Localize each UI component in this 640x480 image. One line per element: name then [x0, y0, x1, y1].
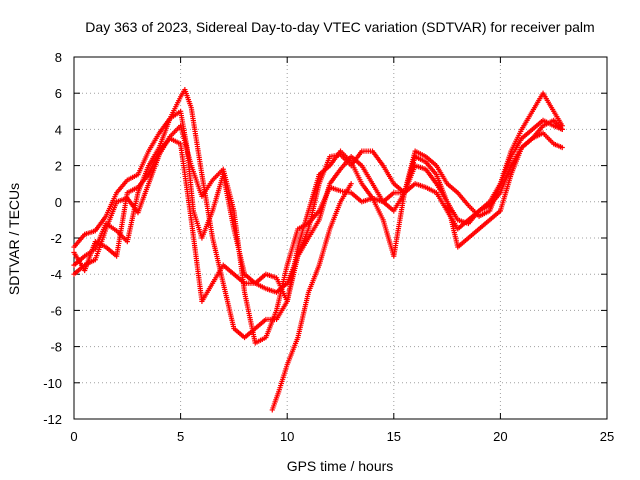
y-tick-label: 2 [55, 159, 62, 174]
y-axis-label: SDTVAR / TECUs [6, 183, 22, 295]
x-axis-label: GPS time / hours [287, 458, 394, 474]
x-axis: 0 5 10 15 20 25 [70, 57, 614, 444]
series-track-4 [71, 117, 565, 304]
data-point [559, 144, 565, 151]
y-tick-label: -4 [50, 267, 62, 282]
x-tick-label: 5 [177, 429, 184, 444]
y-tick-label: -6 [50, 303, 62, 318]
plot-frame [73, 56, 608, 420]
data-points [71, 86, 565, 413]
y-tick-label: -12 [43, 412, 62, 427]
chart-title: Day 363 of 2023, Sidereal Day-to-day VTE… [85, 19, 594, 35]
y-tick-label: 0 [55, 195, 62, 210]
series-track-5 [269, 181, 354, 413]
data-point [559, 126, 565, 132]
y-tick-label: 6 [55, 86, 62, 101]
data-point [348, 181, 354, 187]
y-tick-label: 4 [55, 122, 62, 137]
x-tick-label: 10 [280, 429, 294, 444]
series-track-2 [71, 86, 565, 341]
grid [74, 57, 607, 419]
x-tick-label: 25 [600, 429, 614, 444]
x-tick-label: 20 [493, 429, 507, 444]
y-tick-label: -8 [50, 340, 62, 355]
x-tick-label: 0 [70, 429, 77, 444]
y-axis: -12 -10 -8 -6 -4 -2 0 2 4 6 8 [43, 50, 607, 427]
y-tick-label: 8 [55, 50, 62, 65]
series-track-1 [71, 108, 565, 295]
y-tick-label: -2 [50, 231, 62, 246]
x-tick-label: 15 [387, 429, 401, 444]
y-tick-label: -10 [43, 376, 62, 391]
